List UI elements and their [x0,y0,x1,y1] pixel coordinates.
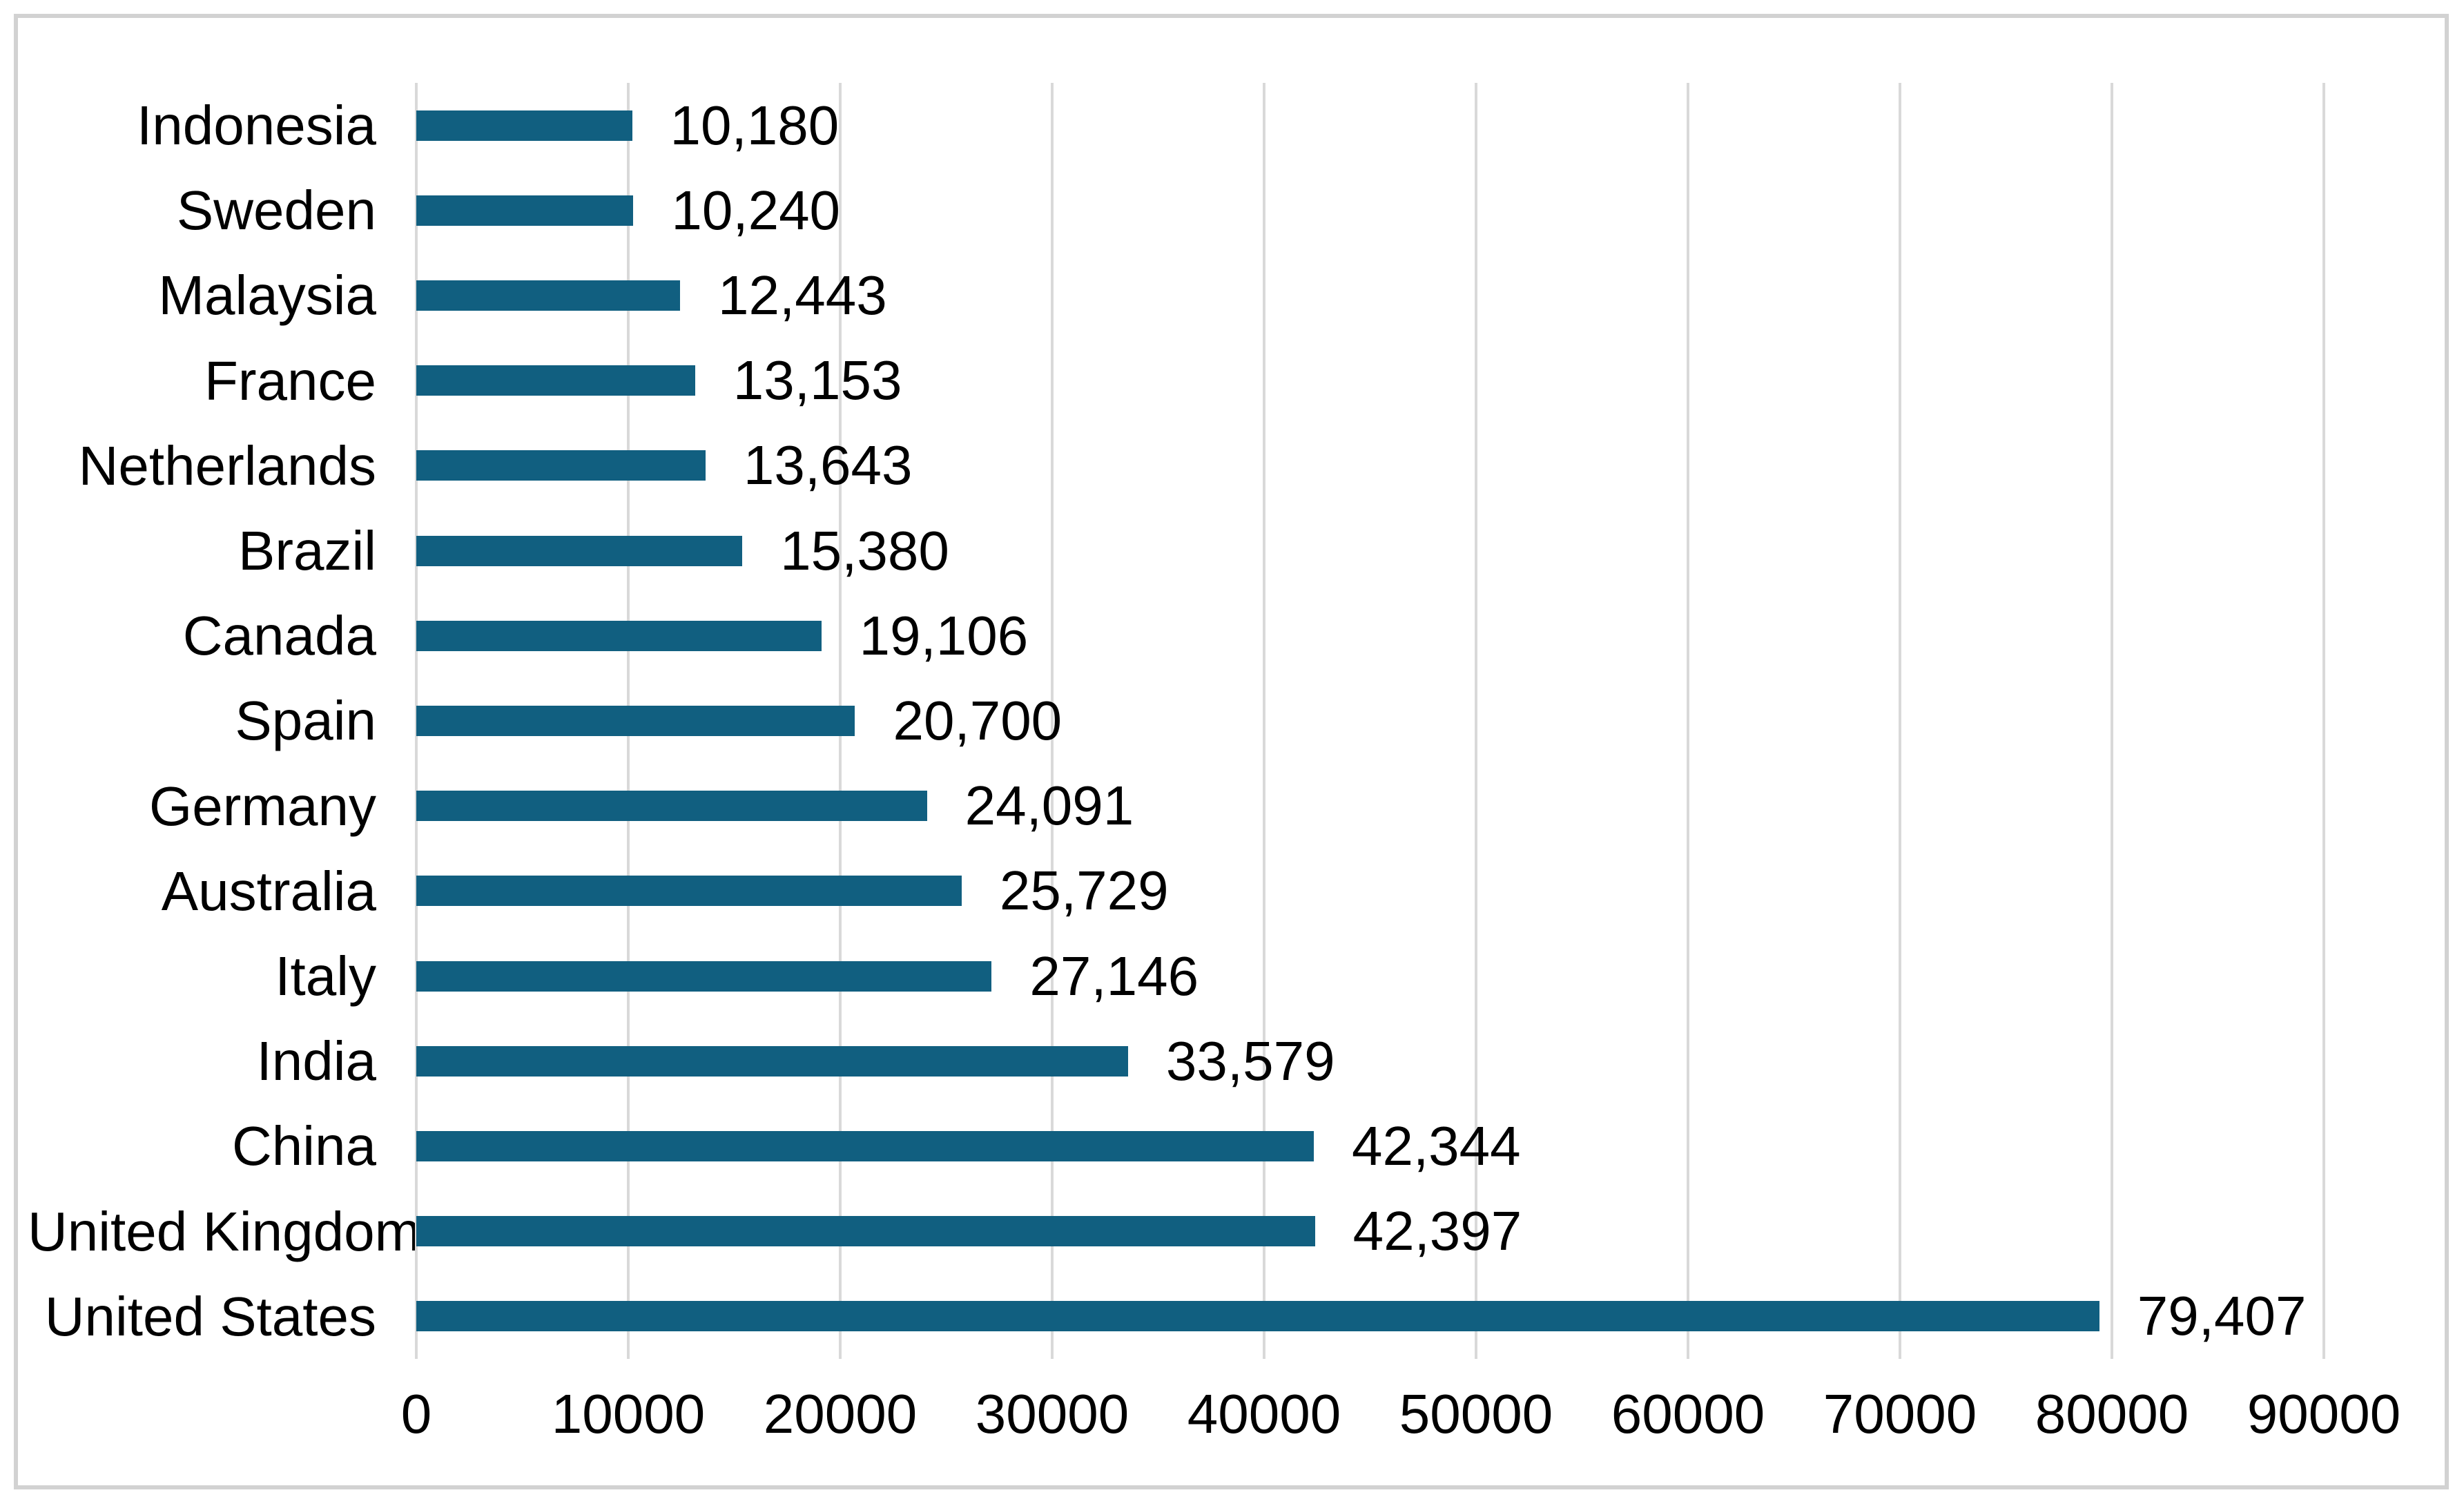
gridline-80000 [2110,83,2113,1359]
value-label-netherlands: 13,643 [743,434,913,496]
category-label-united-kingdom: United Kingdom [28,1200,421,1262]
x-tick-label-30000: 30000 [975,1383,1129,1445]
category-label-brazil: Brazil [237,520,376,581]
category-label-netherlands: Netherlands [78,434,376,496]
bar-canada [416,620,822,651]
bar-row-spain: 20,700 [416,678,2324,763]
bar-row-canada: 19,106 [416,593,2324,678]
bar-row-indonesia: 10,180 [416,83,2324,168]
value-label-malaysia: 12,443 [718,264,887,326]
value-label-australia: 25,729 [999,860,1169,922]
bar-brazil [416,535,743,566]
bar-france [416,365,695,396]
gridline-70000 [1899,83,1901,1359]
x-tick-label-0: 0 [400,1383,432,1445]
value-label-indonesia: 10,180 [670,94,840,156]
category-label-united-states: United States [44,1285,376,1347]
value-label-china: 42,344 [1351,1114,1521,1177]
category-label-canada: Canada [182,605,376,667]
category-label-sweden: Sweden [176,180,376,242]
bar-netherlands [416,450,706,481]
x-tick-label-20000: 20000 [763,1383,918,1445]
x-tick-label-60000: 60000 [1611,1383,1765,1445]
gridline-60000 [1687,83,1689,1359]
bar-row-australia: 25,729 [416,849,2324,934]
gridline-30000 [1051,83,1054,1359]
category-label-france: France [204,349,376,412]
x-tick-label-80000: 80000 [2035,1383,2189,1445]
value-label-united-kingdom: 42,397 [1352,1200,1522,1262]
x-tick-label-50000: 50000 [1399,1383,1553,1445]
category-label-indonesia: Indonesia [137,95,376,156]
bar-row-germany: 24,091 [416,764,2324,849]
x-tick-label-10000: 10000 [551,1383,706,1445]
value-label-germany: 24,091 [964,775,1134,837]
x-tick-label-90000: 90000 [2247,1383,2401,1445]
bar-row-sweden: 10,240 [416,168,2324,253]
bar-indonesia [416,110,632,141]
category-label-spain: Spain [235,690,376,752]
bar-row-united-states: 79,407 [416,1274,2324,1359]
value-label-italy: 27,146 [1029,945,1199,1007]
bar-united-kingdom [416,1216,1315,1247]
bar-row-india: 33,579 [416,1019,2324,1103]
x-tick-label-70000: 70000 [1823,1383,1977,1445]
bar-row-italy: 27,146 [416,934,2324,1019]
gridline-50000 [1475,83,1477,1359]
gridline-90000 [2322,83,2325,1359]
category-label-malaysia: Malaysia [158,264,376,327]
value-label-india: 33,579 [1165,1030,1335,1092]
category-label-italy: Italy [275,945,376,1007]
bar-spain [416,705,855,736]
bar-united-states [416,1301,2099,1332]
bar-sweden [416,195,634,226]
category-label-australia: Australia [161,860,376,922]
x-tick-label-40000: 40000 [1187,1383,1341,1445]
value-label-brazil: 15,380 [780,519,949,581]
category-label-germany: Germany [149,775,376,837]
bar-india [416,1045,1128,1077]
value-label-united-states: 79,407 [2137,1285,2307,1347]
bar-row-netherlands: 13,643 [416,423,2324,508]
value-label-canada: 19,106 [859,604,1029,666]
bar-row-china: 42,344 [416,1103,2324,1188]
bar-row-united-kingdom: 42,397 [416,1189,2324,1274]
value-label-spain: 20,700 [893,689,1063,751]
gridline-40000 [1262,83,1265,1359]
bar-malaysia [416,280,680,311]
bar-germany [416,791,927,822]
category-label-china: China [231,1115,376,1177]
category-label-india: India [256,1030,376,1092]
bar-italy [416,960,992,992]
bar-row-brazil: 15,380 [416,508,2324,593]
value-label-sweden: 10,240 [671,179,841,241]
bar-row-malaysia: 12,443 [416,253,2324,338]
value-label-france: 13,153 [733,349,902,412]
bar-row-france: 13,153 [416,338,2324,423]
plot-area: 10,180 10,240 12,443 13,153 13,643 15,380 19,1… [415,83,2325,1359]
bar-china [416,1130,1314,1161]
bar-australia [416,876,962,907]
